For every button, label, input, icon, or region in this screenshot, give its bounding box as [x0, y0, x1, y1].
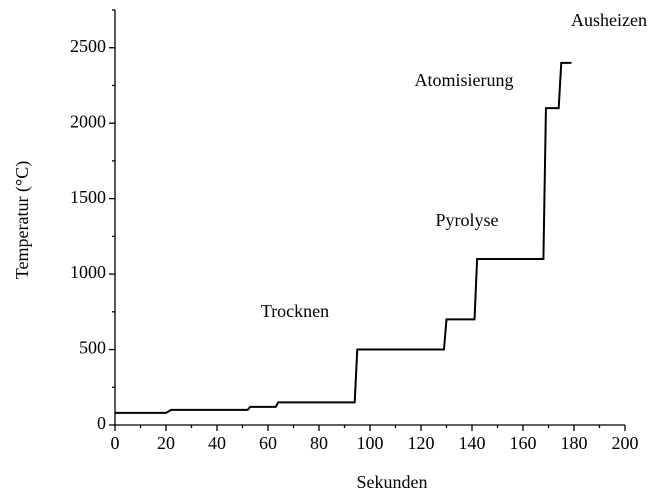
- x-axis-label: Sekunden: [357, 472, 428, 492]
- x-tick-label: 40: [208, 433, 226, 453]
- annotation: Pyrolyse: [436, 210, 499, 230]
- annotation: Atomisierung: [415, 70, 514, 90]
- y-tick-label: 500: [79, 338, 106, 358]
- y-axis-label: Temperatur (°C): [12, 161, 33, 279]
- y-tick-label: 1500: [70, 187, 106, 207]
- x-tick-label: 120: [408, 433, 435, 453]
- x-tick-label: 160: [510, 433, 537, 453]
- x-tick-label: 140: [459, 433, 486, 453]
- annotation: Ausheizen: [571, 10, 647, 30]
- x-tick-label: 0: [111, 433, 120, 453]
- x-tick-label: 60: [259, 433, 277, 453]
- x-tick-label: 80: [310, 433, 328, 453]
- y-tick-label: 2500: [70, 36, 106, 56]
- y-tick-label: 0: [97, 413, 106, 433]
- x-tick-label: 200: [612, 433, 639, 453]
- x-tick-label: 20: [157, 433, 175, 453]
- data-line: [115, 61, 572, 414]
- annotation: Trocknen: [261, 301, 329, 321]
- x-tick-label: 100: [357, 433, 384, 453]
- y-tick-label: 1000: [70, 262, 106, 282]
- x-tick-label: 180: [561, 433, 588, 453]
- y-tick-label: 2000: [70, 111, 106, 131]
